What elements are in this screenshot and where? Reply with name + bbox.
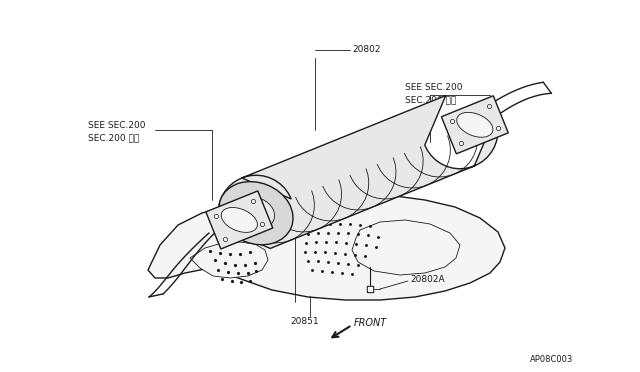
Ellipse shape	[221, 208, 257, 232]
Polygon shape	[218, 96, 498, 248]
Text: 20851: 20851	[290, 317, 319, 327]
Text: AP08C003: AP08C003	[530, 356, 573, 365]
Polygon shape	[352, 220, 460, 275]
Text: SEE SEC.200: SEE SEC.200	[405, 83, 463, 93]
Polygon shape	[190, 242, 268, 278]
Text: SEE SEC.200: SEE SEC.200	[88, 122, 145, 131]
Text: SEC.200 参照: SEC.200 参照	[88, 134, 140, 142]
Ellipse shape	[237, 198, 275, 229]
Polygon shape	[442, 96, 508, 154]
Polygon shape	[206, 191, 273, 249]
Text: 20802: 20802	[352, 45, 381, 55]
Polygon shape	[148, 195, 505, 300]
Ellipse shape	[457, 112, 493, 137]
Text: 20802A: 20802A	[410, 276, 445, 285]
Ellipse shape	[219, 182, 293, 245]
Text: SEC.200 参照: SEC.200 参照	[405, 96, 456, 105]
Text: FRONT: FRONT	[354, 318, 387, 328]
